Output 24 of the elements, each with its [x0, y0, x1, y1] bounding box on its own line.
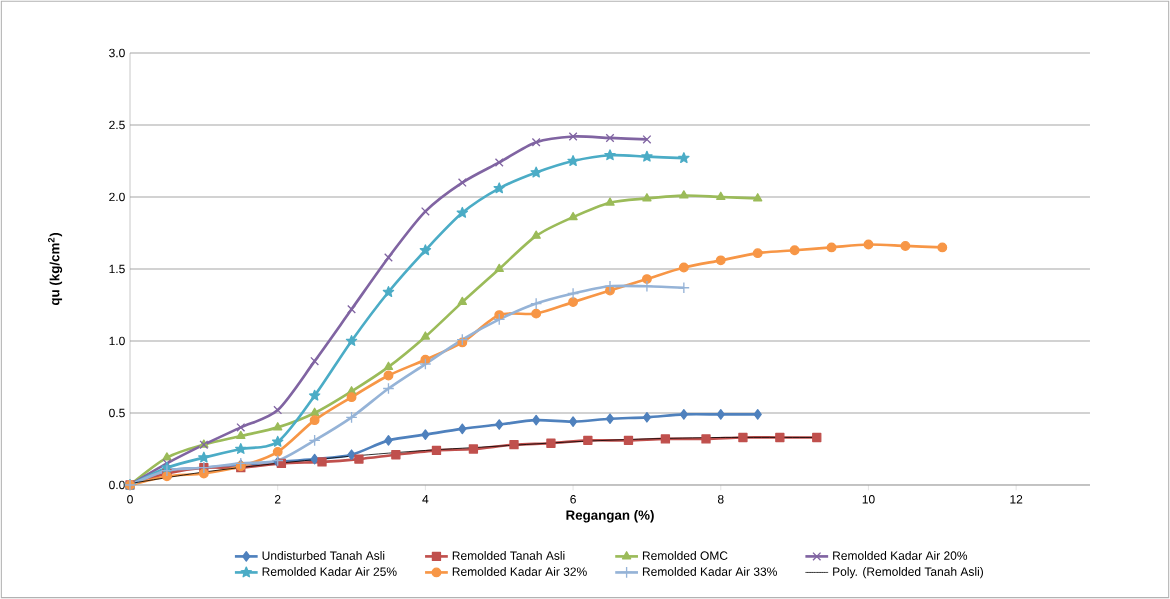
legend-label: Remolded Tanah Asli [452, 551, 565, 560]
x-axis-title: Regangan (%) [566, 510, 654, 523]
x-tick-label: 0 [127, 495, 133, 504]
x-tick-label: 8 [717, 495, 724, 504]
y-tick-label: 1.0 [109, 336, 125, 346]
y-axis-title: qu (kg/cm$^{2}$) [47, 233, 63, 306]
y-tick-label: 1.5 [109, 264, 125, 274]
x-tick-label: 6 [570, 495, 576, 504]
x-tick-label: 10 [862, 495, 875, 504]
legend-label: Remolded Kadar Air 25% [262, 567, 397, 576]
legend-label: Remolded Kadar Air 33% [642, 567, 777, 576]
y-tick-label: 0.0 [109, 480, 125, 490]
legend-label: Remolded OMC [642, 551, 728, 560]
x-tick-label: 12 [1010, 495, 1023, 504]
y-tick-label: 0.5 [109, 408, 125, 418]
legend-label: Poly. (Remolded Tanah Asli) [833, 567, 984, 579]
legend-label: Remolded Kadar Air 32% [452, 567, 587, 576]
legend-label: Undisturbed Tanah Asli [262, 551, 385, 560]
y-tick-label: 2.5 [109, 120, 125, 130]
y-tick-label: 3.0 [109, 48, 125, 58]
legend-label: Remolded Kadar Air 20% [833, 551, 968, 560]
y-tick-label: 2.0 [109, 192, 125, 202]
x-tick-label: 2 [274, 495, 281, 504]
x-tick-label: 4 [422, 495, 429, 504]
